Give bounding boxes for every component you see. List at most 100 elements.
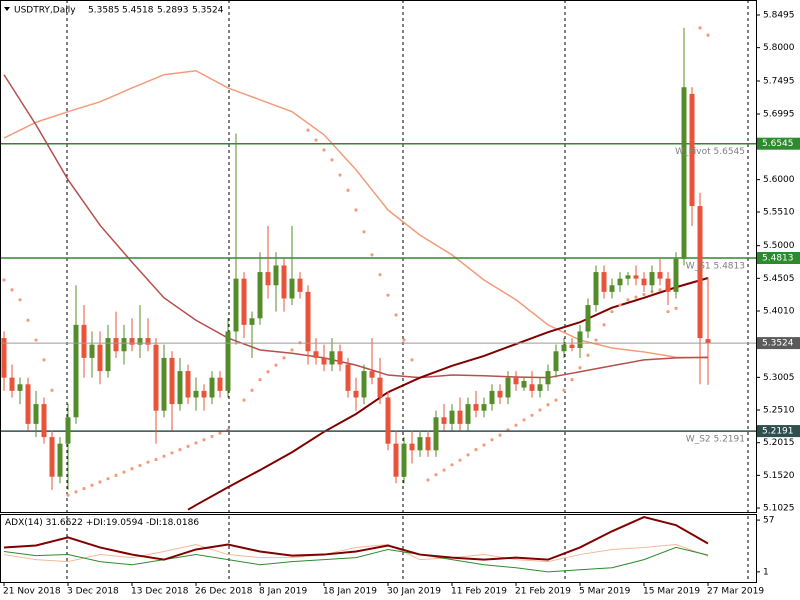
y-tick-label: 5.2015: [763, 438, 795, 448]
header-close: 5.3524: [192, 6, 224, 16]
chart-title: USDTRY,Daily: [14, 6, 76, 16]
candle-body: [105, 338, 111, 372]
sar-dot: [322, 148, 326, 152]
sar-dot: [450, 463, 454, 467]
x-tick-label: 5 Mar 2019: [579, 587, 631, 597]
sar-dot: [258, 378, 262, 382]
sar-dot: [154, 457, 158, 462]
candle-body: [609, 285, 615, 292]
candle-body: [329, 351, 335, 365]
sar-dot: [2, 278, 6, 282]
y-tick-label: 1: [763, 567, 769, 577]
sar-dot: [474, 448, 478, 452]
candle-body: [1, 338, 7, 378]
sar-dot: [634, 295, 638, 299]
candle-body: [417, 437, 423, 451]
level-tag: [757, 425, 800, 438]
sar-dot: [122, 470, 126, 474]
y-tick-label: 5.8495: [763, 10, 795, 20]
candle-body: [481, 404, 487, 411]
candle-body: [601, 272, 607, 292]
candle-body: [489, 390, 495, 405]
y-tick-label: 5.5000: [763, 241, 795, 251]
candle-body: [153, 344, 159, 411]
x-tick-label: 21 Feb 2019: [515, 587, 571, 597]
sar-dot: [538, 408, 542, 412]
level-label: W_S2 5.2191: [686, 435, 745, 445]
sar-dot: [642, 292, 646, 297]
candle-body: [641, 278, 647, 286]
indicator-line: [3, 546, 709, 573]
x-tick-label: 8 Jan 2019: [259, 587, 307, 597]
sar-dot: [698, 26, 702, 30]
candle-body: [425, 437, 431, 451]
candle-body: [145, 338, 151, 345]
sar-dot: [498, 433, 502, 437]
sar-dot: [130, 467, 134, 471]
candle-body: [209, 377, 215, 398]
axes: 5.84955.80005.74955.69955.65005.60005.55…: [3, 10, 800, 597]
level-tag: [757, 252, 800, 265]
sar-dot: [306, 128, 310, 132]
candle-body: [673, 258, 679, 292]
candle-body: [617, 278, 623, 286]
period-separators: [66, 0, 749, 582]
y-tick-label: 5.5510: [763, 208, 795, 218]
adx-value: 31.6622: [46, 518, 83, 528]
candle-body: [201, 390, 207, 398]
sar-dot: [178, 448, 182, 452]
y-tick-label: 5.4010: [763, 307, 795, 317]
sar-dot: [658, 288, 662, 292]
menu-icon[interactable]: [4, 7, 10, 11]
sar-dot: [186, 444, 190, 448]
header-low: 5.2893: [157, 6, 189, 16]
x-tick-label: 13 Dec 2018: [131, 587, 189, 597]
candle-body: [409, 443, 415, 451]
candle-body: [433, 417, 439, 451]
candle-body: [401, 443, 407, 477]
candle-body: [385, 397, 391, 444]
sar-dot: [458, 458, 462, 462]
sar-dot: [138, 463, 142, 468]
sar-dot: [82, 486, 86, 491]
minus-di-label: -DI:: [146, 518, 162, 528]
candle-body: [305, 291, 311, 352]
candle-body: [313, 351, 319, 358]
candle-body: [73, 324, 79, 418]
candle-body: [65, 417, 71, 444]
candle-body: [529, 384, 535, 391]
candle-body: [233, 278, 239, 332]
candle-body: [57, 443, 63, 477]
y-tick-label: 5.1520: [763, 471, 795, 481]
sar-dot: [522, 418, 526, 422]
sar-dot: [562, 388, 566, 392]
price-tag: [757, 337, 800, 350]
x-tick-label: 11 Feb 2019: [451, 587, 507, 597]
candle-body: [177, 371, 183, 405]
sar-dot: [18, 298, 22, 302]
candle-body: [393, 443, 399, 477]
candle-body: [553, 351, 559, 372]
candle-body: [681, 87, 687, 259]
candle-body: [473, 404, 479, 411]
sar-dot: [90, 483, 94, 487]
x-tick-label: 27 Mar 2019: [707, 587, 764, 597]
candle-body: [9, 377, 15, 391]
y-tick-label: 5.6000: [763, 175, 795, 185]
candle-body: [625, 275, 631, 279]
candle-body: [649, 272, 655, 286]
candle-body: [505, 377, 511, 398]
main-plot: [0, 26, 756, 511]
sar-dot: [482, 443, 486, 447]
candle-body: [193, 390, 199, 398]
candle-body: [561, 344, 567, 352]
candle-body: [289, 278, 295, 299]
candle-body: [513, 377, 519, 385]
indicator-line: [3, 74, 709, 379]
sar-dot: [114, 473, 118, 477]
adx-plot: [3, 515, 709, 573]
candle-body: [465, 404, 471, 424]
adx-header: ADX(14) 31.6622 +DI:19.0594 -DI:18.0186: [5, 518, 199, 528]
indicator-line: [3, 543, 709, 563]
